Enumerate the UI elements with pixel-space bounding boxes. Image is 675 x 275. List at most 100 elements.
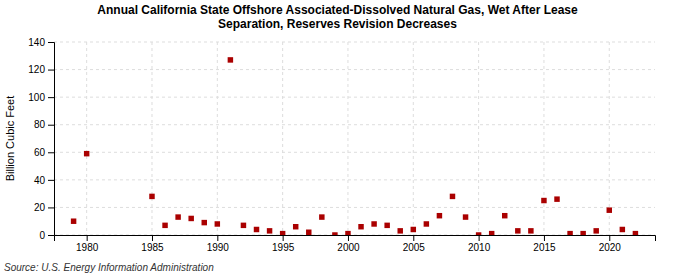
x-tick-mark	[609, 235, 610, 241]
x-tick-label: 1995	[272, 242, 295, 253]
point	[71, 218, 76, 223]
grid-line	[282, 42, 283, 235]
y-tick: 60	[34, 147, 54, 158]
point	[528, 228, 533, 233]
grid	[54, 42, 655, 235]
y-tick: 0	[39, 230, 54, 241]
point	[241, 223, 246, 228]
point	[162, 223, 167, 228]
y-axis: 0 20 40 60 80 100 120 140	[28, 37, 54, 241]
x-axis: 1980 1985 1990 1995 2000 2005 2010 2015 2020	[55, 235, 656, 253]
grid-line	[609, 42, 610, 235]
x-tick-label: 2020	[599, 242, 622, 253]
y-tick: 100	[28, 92, 54, 103]
y-tick-mark	[48, 70, 54, 71]
points	[71, 57, 638, 235]
point	[84, 151, 89, 156]
point	[502, 213, 507, 218]
grid-line	[151, 42, 152, 235]
y-tick-label: 140	[28, 37, 45, 48]
x-tick-mark	[87, 235, 88, 241]
grid-line	[54, 179, 655, 180]
y-axis-line	[48, 43, 55, 236]
y-axis-title: Billion Cubic Feet	[4, 96, 16, 182]
grid-line	[543, 42, 544, 235]
x-tick-mark	[283, 235, 284, 241]
y-tick-mark	[48, 125, 54, 126]
point	[437, 213, 442, 218]
point	[411, 227, 416, 232]
grid-line	[54, 97, 655, 98]
y-tick: 140	[28, 37, 54, 48]
point	[541, 198, 546, 203]
x-tick-label: 2005	[403, 242, 426, 253]
x-tick-mark	[413, 235, 414, 241]
y-tick-mark	[48, 180, 54, 181]
y-tick-mark	[48, 97, 54, 98]
y-tick-mark	[48, 42, 54, 43]
y-tick-label: 60	[34, 147, 46, 158]
point	[202, 220, 207, 225]
y-tick-label: 100	[28, 92, 45, 103]
point	[332, 232, 337, 235]
y-tick-label: 0	[39, 230, 45, 241]
y-tick-mark	[48, 207, 54, 208]
x-tick-label: 1985	[141, 242, 164, 253]
y-tick-label: 80	[34, 119, 46, 130]
grid-line	[86, 42, 87, 235]
chart: 1980 1985 1990 1995 2000 2005 2010 2015 2020 0 20 4…	[0, 0, 675, 275]
point	[228, 57, 233, 62]
point	[149, 194, 154, 199]
x-axis-line	[55, 236, 656, 242]
point	[567, 231, 572, 235]
point	[254, 227, 259, 232]
point	[280, 231, 285, 235]
x-tick-label: 1990	[207, 242, 230, 253]
y-tick-mark	[48, 235, 54, 236]
x-tick-mark	[544, 235, 545, 241]
x-tick: 2015	[533, 235, 556, 253]
grid-line	[478, 42, 479, 235]
y-tick: 40	[34, 175, 54, 186]
y-tick: 80	[34, 119, 54, 130]
x-tick-mark	[348, 235, 349, 241]
x-tick: 1985	[141, 235, 164, 253]
point	[607, 207, 612, 212]
grid-line	[54, 207, 655, 208]
x-tick: 1995	[272, 235, 295, 253]
x-tick: 2020	[599, 235, 622, 253]
x-tick-label: 2000	[337, 242, 360, 253]
point	[371, 221, 376, 226]
x-tick-label: 2010	[468, 242, 491, 253]
point	[188, 216, 193, 221]
annotation: Source: U.S. Energy Information Administ…	[4, 262, 214, 273]
point	[450, 194, 455, 199]
point	[515, 228, 520, 233]
x-tick: 2005	[403, 235, 426, 253]
grid-line	[54, 42, 655, 43]
point	[175, 214, 180, 219]
y-tick-label: 40	[34, 175, 46, 186]
x-tick: 2010	[468, 235, 491, 253]
point	[580, 231, 585, 235]
point	[620, 227, 625, 232]
grid-line	[54, 69, 655, 70]
x-tick: 1980	[76, 235, 99, 253]
point	[306, 230, 311, 235]
grid-line	[54, 152, 655, 153]
grid-line	[413, 42, 414, 235]
point	[384, 223, 389, 228]
grid-line	[217, 42, 218, 235]
point	[463, 214, 468, 219]
point	[319, 214, 324, 219]
point	[267, 228, 272, 233]
point	[424, 221, 429, 226]
point	[215, 221, 220, 226]
y-tick: 20	[34, 202, 54, 213]
y-tick: 120	[28, 64, 54, 75]
point	[476, 232, 481, 235]
y-tick-mark	[48, 152, 54, 153]
grid-line	[54, 124, 655, 125]
point	[358, 224, 363, 229]
point	[633, 231, 638, 235]
